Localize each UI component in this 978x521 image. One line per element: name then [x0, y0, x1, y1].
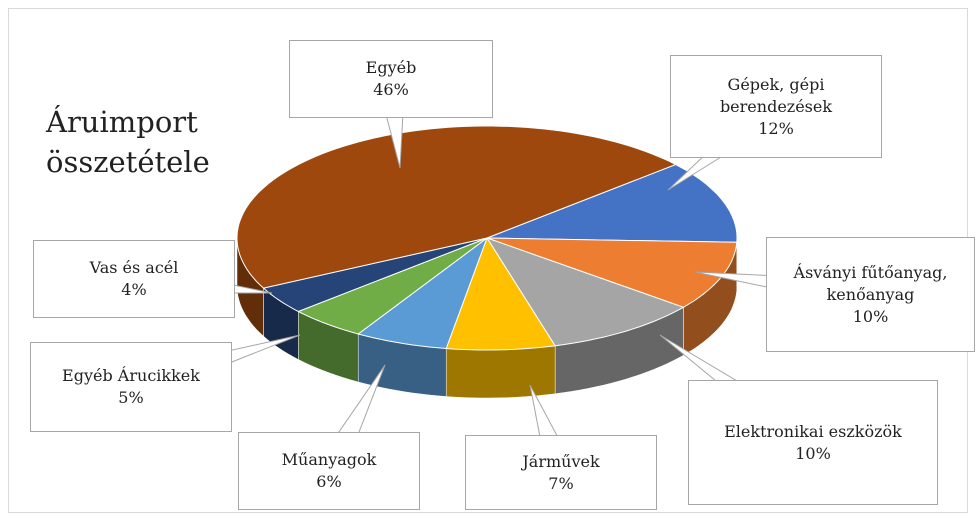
value-label: 46% [373, 80, 409, 99]
data-callout: Elektronikai eszközök 10% [688, 380, 938, 505]
category-label: Vas és acél [89, 258, 179, 277]
category-label: Egyéb [365, 58, 417, 77]
value-label: 7% [548, 473, 574, 493]
category-label: Műanyagok [281, 450, 377, 469]
data-callout: Egyéb 46% [289, 40, 493, 118]
category-label: Ásványi fűtőanyag, kenőanyag [793, 262, 948, 304]
value-label: 10% [795, 443, 831, 463]
category-label: Elektronikai eszközök [724, 421, 902, 441]
value-label: 10% [852, 306, 889, 326]
slice [262, 237, 488, 313]
slice [236, 125, 677, 289]
slice [445, 236, 556, 351]
data-callout: Járművek 7% [465, 435, 657, 510]
category-label: Gépek, gépi berendezések [719, 74, 833, 116]
category-label: Egyéb Árucikkek [62, 366, 200, 385]
slice [297, 237, 488, 335]
data-callout: Egyéb Árucikkek 5% [30, 342, 232, 432]
category-label: Járművek [522, 451, 600, 471]
data-callout: Műanyagok 6% [238, 432, 420, 510]
data-callout: Ásványi fűtőanyag, kenőanyag 10% [766, 237, 975, 352]
slice-side [445, 345, 556, 399]
value-label: 12% [758, 118, 794, 138]
value-label: 6% [316, 472, 342, 491]
slice [485, 237, 685, 347]
data-callout: Vas és acél 4% [33, 240, 235, 318]
chart-title: Áruimport összetétele [46, 105, 210, 179]
value-label: 5% [118, 388, 144, 407]
data-callout: Gépek, gépi berendezések 12% [670, 55, 882, 158]
value-label: 4% [121, 280, 147, 299]
slice [357, 236, 489, 350]
